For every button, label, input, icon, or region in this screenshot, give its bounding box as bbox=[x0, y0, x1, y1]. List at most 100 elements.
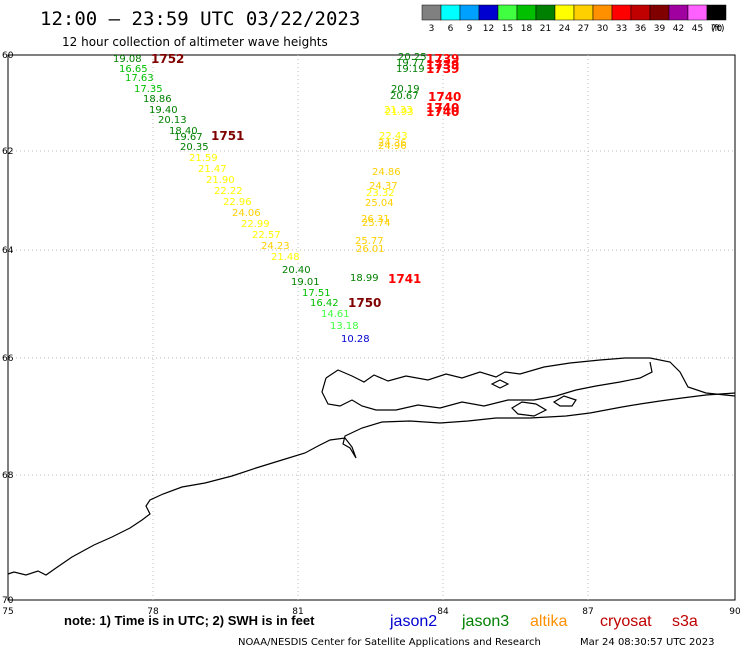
legend-label: 70 bbox=[711, 24, 723, 34]
mission-name: cryosat bbox=[600, 613, 652, 630]
wave-height-label: 16.65 bbox=[119, 64, 148, 75]
wave-height-label: 14.61 bbox=[321, 309, 350, 320]
footer-note: note: 1) Time is in UTC; 2) SWH is in fe… bbox=[64, 613, 315, 628]
wave-height-label: 18.99 bbox=[350, 273, 379, 284]
legend-label: 36 bbox=[635, 24, 647, 34]
mission-name: jason3 bbox=[461, 613, 509, 630]
wave-height-label: 24.23 bbox=[261, 241, 290, 252]
wave-height-label: 19.77 bbox=[396, 58, 425, 69]
wave-height-label: 26.31 bbox=[361, 214, 390, 225]
legend-label: 42 bbox=[673, 24, 684, 34]
wave-height-label: 24.37 bbox=[369, 181, 398, 192]
wave-height-label: 24.96 bbox=[378, 141, 407, 152]
legend-unit: (ft) bbox=[711, 24, 725, 34]
legend-swatch bbox=[421, 4, 442, 21]
wave-height-label: 22.99 bbox=[241, 219, 270, 230]
wave-height-label: 20.35 bbox=[180, 142, 209, 153]
legend-swatch bbox=[630, 4, 651, 21]
wave-height-label: 20.67 bbox=[390, 91, 419, 102]
legend-swatch bbox=[611, 4, 632, 21]
wave-height-label: 24.86 bbox=[372, 167, 401, 178]
wave-height-label: 18.40 bbox=[169, 126, 198, 137]
legend-label: 21 bbox=[540, 24, 551, 34]
legend-swatch bbox=[649, 4, 670, 21]
wave-height-label: 23.32 bbox=[366, 188, 395, 199]
wave-height-label: 25.77 bbox=[355, 236, 384, 247]
legend-swatch bbox=[535, 4, 556, 21]
legend-label: 12 bbox=[483, 24, 494, 34]
wave-height-label: 19.08 bbox=[113, 54, 142, 65]
legend-label: 39 bbox=[654, 24, 666, 34]
mission-name: altika bbox=[530, 613, 567, 630]
wave-height-label: 21.33 bbox=[384, 105, 413, 116]
lat-tick-label: 60 bbox=[2, 51, 14, 61]
legend-swatch bbox=[554, 4, 575, 21]
mission-name: jason2 bbox=[389, 613, 437, 630]
wave-height-label: 20.13 bbox=[158, 115, 187, 126]
wave-height-label: 17.63 bbox=[125, 73, 154, 84]
wave-height-label: 19.67 bbox=[174, 132, 203, 143]
pass-time-label: 1740 bbox=[426, 105, 459, 119]
lon-tick-label: 78 bbox=[147, 607, 159, 617]
legend-swatch bbox=[478, 4, 499, 21]
wave-height-label: 22.96 bbox=[223, 197, 252, 208]
credit-text: NOAA/NESDIS Center for Satellite Applica… bbox=[238, 637, 541, 648]
wave-height-label: 18.86 bbox=[143, 94, 172, 105]
pass-time-label: 1739 bbox=[426, 58, 459, 72]
altimeter-observations: 19.0816.6517.6317.3518.8619.4020.1318.40… bbox=[113, 52, 427, 345]
wave-height-label: 19.01 bbox=[291, 277, 320, 288]
pass-time-label: 1740 bbox=[428, 90, 461, 104]
mission-name: s3a bbox=[672, 613, 698, 630]
mission-legend: jason2 jason3 altika cryosat s3a bbox=[389, 613, 698, 630]
map-subtitle: 12 hour collection of altimeter wave hei… bbox=[62, 35, 328, 49]
lon-tick-label: 90 bbox=[729, 607, 740, 617]
pass-time-label: 1739 bbox=[426, 62, 459, 76]
wave-height-label: 21.90 bbox=[206, 175, 235, 186]
wave-height-label: 19.40 bbox=[149, 105, 178, 116]
wave-height-label: 22.43 bbox=[379, 131, 408, 142]
pass-time-label: 1750 bbox=[348, 296, 381, 310]
wave-height-label: 10.28 bbox=[341, 334, 370, 345]
legend-label: 30 bbox=[597, 24, 609, 34]
swh-color-legend: 3 6 9 12 15 18 21 24 27 30 33 36 39 42 45 70 bbox=[421, 4, 727, 34]
lon-tick-label: 87 bbox=[582, 607, 593, 617]
legend-swatch bbox=[706, 4, 727, 21]
pass-time-label: 1752 bbox=[151, 52, 184, 66]
wave-height-label: 25.04 bbox=[365, 198, 394, 209]
wave-height-label: 22.22 bbox=[214, 186, 243, 197]
legend-swatch bbox=[592, 4, 613, 21]
wave-height-label: 17.35 bbox=[134, 84, 163, 95]
wave-height-label: 21.48 bbox=[271, 252, 300, 263]
map-frame bbox=[7, 54, 736, 601]
legend-swatch bbox=[573, 4, 594, 21]
lon-tick-label: 84 bbox=[437, 607, 449, 617]
legend-swatch bbox=[668, 4, 689, 21]
lat-tick-label: 62 bbox=[2, 147, 13, 157]
pass-time-label: 1739 bbox=[426, 52, 459, 66]
wave-height-label: 22.57 bbox=[252, 230, 281, 241]
legend-label: 24 bbox=[559, 24, 571, 34]
pass-time-label: 1741 bbox=[388, 272, 421, 286]
legend-swatch bbox=[459, 4, 480, 21]
wave-height-label: 20.40 bbox=[282, 265, 311, 276]
lat-tick-label: 64 bbox=[2, 246, 14, 256]
lon-tick-label: 81 bbox=[292, 607, 303, 617]
timestamp-text: Mar 24 08:30:57 UTC 2023 bbox=[580, 637, 715, 648]
wave-height-label: 21.59 bbox=[189, 153, 218, 164]
legend-label: 27 bbox=[578, 24, 589, 34]
legend-label: 18 bbox=[521, 24, 533, 34]
legend-swatch bbox=[516, 4, 537, 21]
wave-height-label: 24.36 bbox=[378, 138, 407, 149]
legend-label: 33 bbox=[616, 24, 627, 34]
coastline bbox=[7, 357, 736, 576]
legend-label: 15 bbox=[502, 24, 513, 34]
wave-height-label: 26.01 bbox=[356, 244, 385, 255]
lat-tick-label: 68 bbox=[2, 471, 14, 481]
wave-height-label: 21.93 bbox=[385, 107, 414, 118]
wave-height-label: 17.51 bbox=[302, 288, 331, 299]
map-title: 12:00 – 23:59 UTC 03/22/2023 bbox=[40, 8, 360, 30]
wave-height-label: 13.18 bbox=[330, 321, 359, 332]
